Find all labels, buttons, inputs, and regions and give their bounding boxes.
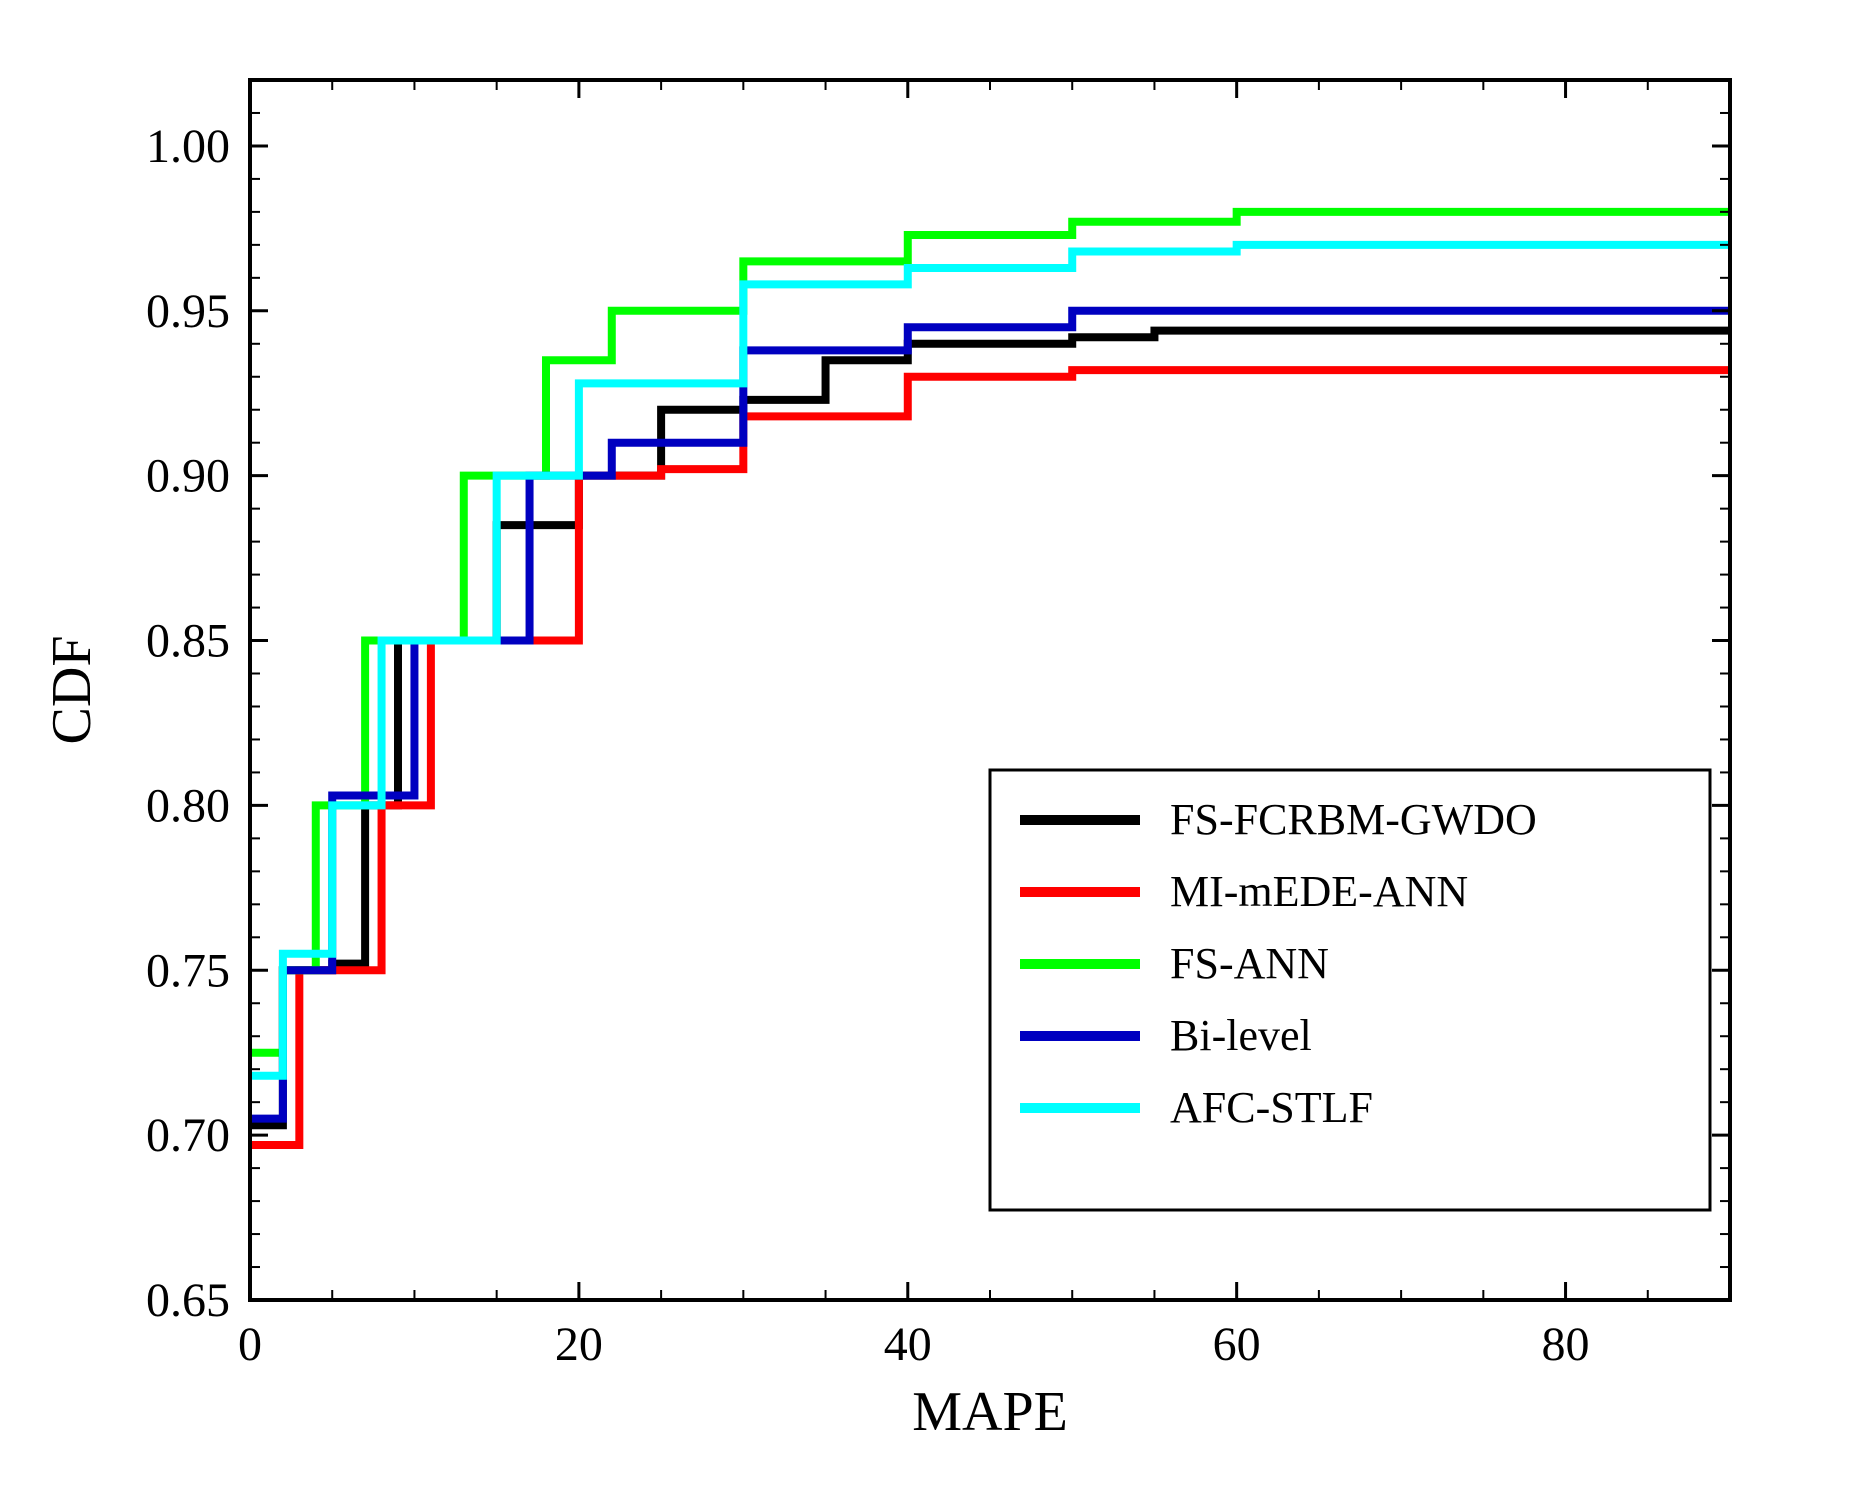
y-axis-label: CDF: [41, 636, 103, 745]
legend-label: Bi-level: [1170, 1011, 1312, 1060]
y-tick-label: 0.70: [146, 1109, 230, 1162]
legend: FS-FCRBM-GWDO MI-mEDE-ANN FS-ANN Bi-level AF…: [990, 770, 1710, 1210]
y-tick-label: 0.90: [146, 450, 230, 503]
legend-label: FS-FCRBM-GWDO: [1170, 795, 1537, 844]
y-tick-label: 0.65: [146, 1274, 230, 1327]
x-tick-label: 40: [884, 1318, 932, 1371]
cdf-step-chart: 0 20 40 60 80 MAPE 0.65 0.70 0.75 0.80 0.85 0.90 0.9…: [0, 0, 1850, 1490]
y-tick-label: 0.75: [146, 944, 230, 997]
legend-label: AFC-STLF: [1170, 1083, 1373, 1132]
x-tick-label: 60: [1213, 1318, 1261, 1371]
y-tick-label: 0.85: [146, 615, 230, 668]
x-tick-label: 80: [1542, 1318, 1590, 1371]
y-tick-label: 0.80: [146, 779, 230, 832]
y-tick-label: 0.95: [146, 285, 230, 338]
x-tick-label: 0: [238, 1318, 262, 1371]
chart-svg: 0 20 40 60 80 MAPE 0.65 0.70 0.75 0.80 0.85 0.90 0.9…: [0, 0, 1850, 1490]
legend-label: FS-ANN: [1170, 939, 1329, 988]
x-tick-label: 20: [555, 1318, 603, 1371]
x-axis-label: MAPE: [912, 1381, 1068, 1443]
y-tick-label: 1.00: [146, 120, 230, 173]
legend-label: MI-mEDE-ANN: [1170, 867, 1468, 916]
